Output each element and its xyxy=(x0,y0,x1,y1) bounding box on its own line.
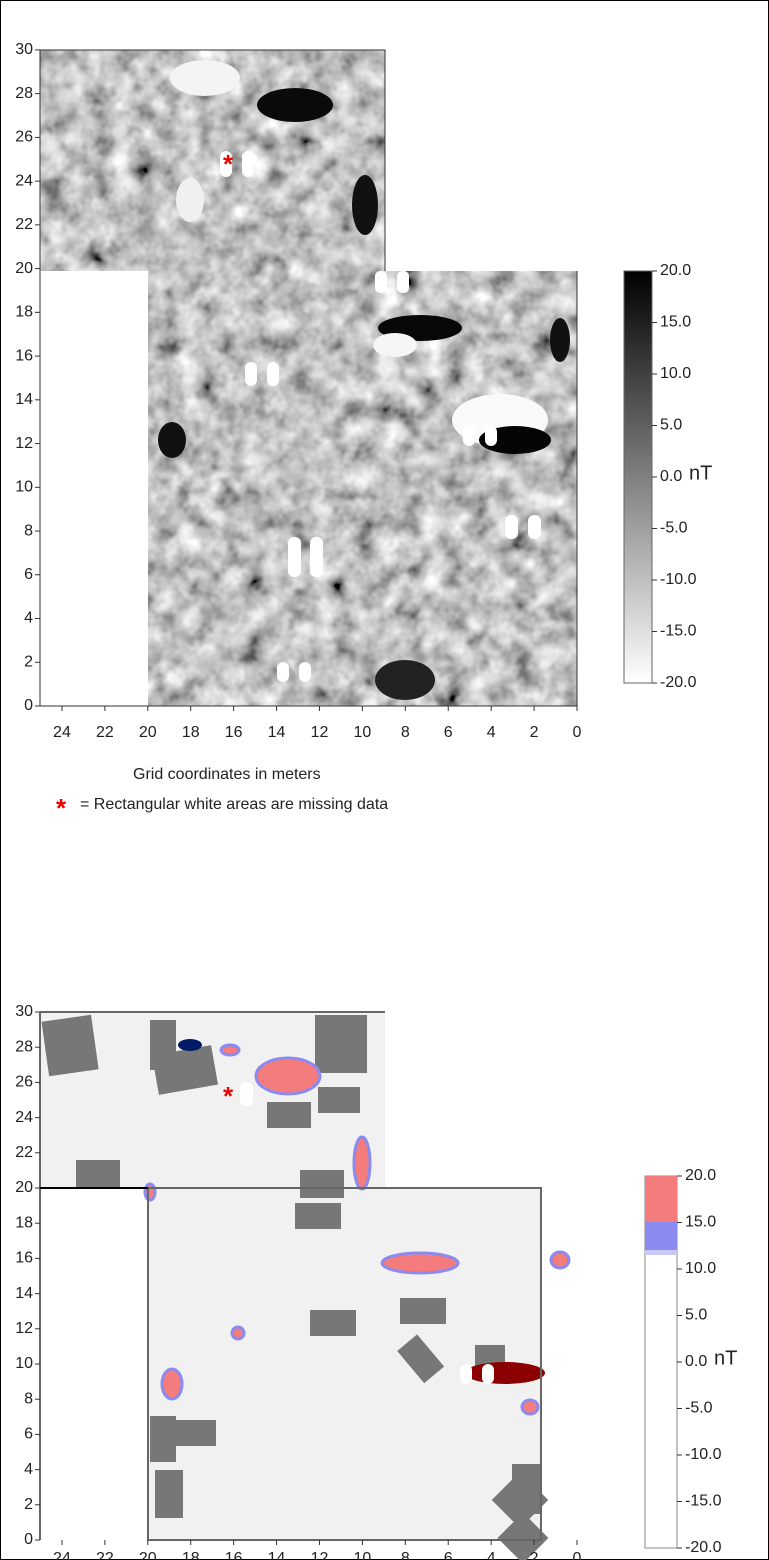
colorbar-tick-label: -20.0 xyxy=(685,1539,722,1556)
colorbar-tick-label: 5.0 xyxy=(660,417,682,434)
y-tick-label: 6 xyxy=(24,566,33,583)
y-tick-label: 6 xyxy=(24,1426,33,1443)
x-tick-label: 10 xyxy=(354,724,372,741)
colorbar-tick-label: -5.0 xyxy=(660,520,688,537)
x-tick-label: 24 xyxy=(53,1550,71,1560)
x-tick-label: 16 xyxy=(225,724,243,741)
colorbar-tick-label: 15.0 xyxy=(685,1214,716,1231)
colorbar-tick-label: 5.0 xyxy=(685,1307,707,1324)
colorbar-tick-label: 20.0 xyxy=(685,1167,716,1184)
missing-note: = Rectangular white areas are missing da… xyxy=(80,796,388,813)
x-tick-label: 0 xyxy=(573,724,582,741)
y-tick-label: 8 xyxy=(24,1390,33,1407)
y-tick-label: 14 xyxy=(15,1285,33,1302)
x-tick-label: 20 xyxy=(139,1550,157,1560)
missing-marker: * xyxy=(223,1081,234,1111)
colorbar-tick-label: -10.0 xyxy=(660,571,697,588)
y-tick-label: 28 xyxy=(15,1038,33,1055)
anomaly-map: * xyxy=(39,1011,571,1560)
colorbar-tick-label: 15.0 xyxy=(660,314,691,331)
y-tick-label: 18 xyxy=(15,1214,33,1231)
y-tick-label: 22 xyxy=(15,216,33,233)
x-tick-label: 0 xyxy=(573,1550,582,1560)
y-tick-label: 26 xyxy=(15,1074,33,1091)
y-tick-label: 2 xyxy=(24,1496,33,1513)
missing-symbol: * xyxy=(56,793,67,823)
colorbar-tick-label: 0.0 xyxy=(660,468,682,485)
x-tick-label: 22 xyxy=(96,724,114,741)
x-tick-label: 8 xyxy=(401,1550,410,1560)
x-tick-label: 4 xyxy=(487,724,496,741)
coordinates-note: Grid coordinates in meters xyxy=(133,766,321,783)
colorbar-tick-label: 0.0 xyxy=(685,1353,707,1370)
y-tick-label: 4 xyxy=(24,1461,33,1478)
y-tick-label: 12 xyxy=(15,435,33,452)
y-tick-label: 0 xyxy=(24,1531,33,1548)
y-tick-label: 4 xyxy=(24,610,33,627)
colorbar-tick-label: -15.0 xyxy=(660,623,697,640)
x-tick-label: 6 xyxy=(444,1550,453,1560)
x-tick-label: 24 xyxy=(53,724,71,741)
y-tick-label: 0 xyxy=(24,697,33,714)
y-tick-label: 16 xyxy=(15,347,33,364)
x-tick-label: 14 xyxy=(268,724,286,741)
colorbar-unit: nT xyxy=(714,1347,737,1369)
x-tick-label: 8 xyxy=(401,724,410,741)
missing-data xyxy=(220,151,541,682)
x-tick-label: 2 xyxy=(530,1550,539,1560)
x-tick-label: 16 xyxy=(225,1550,243,1560)
y-tick-label: 24 xyxy=(15,1109,33,1126)
y-tick-label: 10 xyxy=(15,1355,33,1372)
x-tick-label: 14 xyxy=(268,1550,286,1560)
missing-marker: * xyxy=(223,149,234,179)
map-border xyxy=(39,49,578,707)
x-tick-label: 4 xyxy=(487,1550,496,1560)
colorbar-tick-label: 20.0 xyxy=(660,262,691,279)
x-tick-label: 12 xyxy=(311,1550,329,1560)
y-tick-label: 20 xyxy=(15,260,33,277)
y-tick-label: 16 xyxy=(15,1250,33,1267)
x-tick-label: 10 xyxy=(354,1550,372,1560)
colorbar-tick-label: -20.0 xyxy=(660,674,697,691)
x-tick-label: 18 xyxy=(182,1550,200,1560)
colorbar-tick-label: -15.0 xyxy=(685,1493,722,1510)
y-tick-label: 28 xyxy=(15,85,33,102)
x-tick-label: 12 xyxy=(311,724,329,741)
colorbar-unit: nT xyxy=(689,462,712,484)
x-tick-label: 20 xyxy=(139,724,157,741)
y-tick-label: 30 xyxy=(15,1003,33,1020)
y-tick-label: 18 xyxy=(15,304,33,321)
colorbar-tick-label: 10.0 xyxy=(685,1260,716,1277)
y-tick-label: 26 xyxy=(15,129,33,146)
y-tick-label: 30 xyxy=(15,41,33,58)
x-tick-label: 22 xyxy=(96,1550,114,1560)
colorbar-tick-label: -5.0 xyxy=(685,1400,713,1417)
colorbar-tick-label: -10.0 xyxy=(685,1446,722,1463)
colorbar xyxy=(623,270,653,684)
y-tick-label: 8 xyxy=(24,522,33,539)
colorbar xyxy=(644,1175,678,1549)
x-tick-label: 6 xyxy=(444,724,453,741)
y-tick-label: 22 xyxy=(15,1144,33,1161)
y-tick-label: 2 xyxy=(24,653,33,670)
y-tick-label: 24 xyxy=(15,172,33,189)
y-tick-label: 12 xyxy=(15,1320,33,1337)
magnetic-image xyxy=(40,50,577,706)
colorbar-tick-label: 10.0 xyxy=(660,365,691,382)
y-tick-label: 10 xyxy=(15,479,33,496)
x-tick-label: 18 xyxy=(182,724,200,741)
y-tick-label: 20 xyxy=(15,1179,33,1196)
y-tick-label: 14 xyxy=(15,391,33,408)
x-tick-label: 2 xyxy=(530,724,539,741)
